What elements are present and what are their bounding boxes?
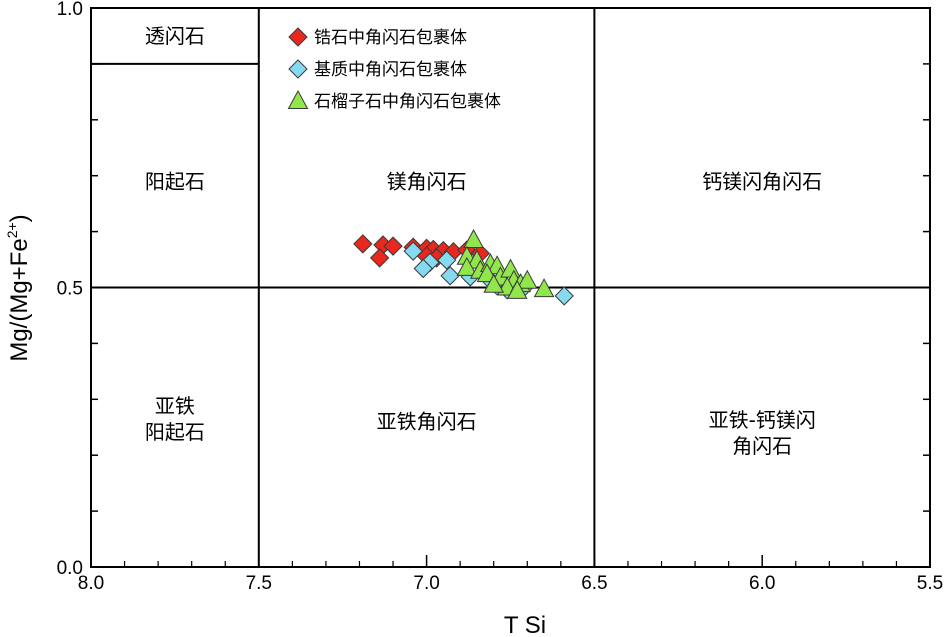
y-tick-label: 1.0: [57, 0, 83, 20]
legend-label: 锆石中角闪石包裹体: [314, 28, 467, 48]
field-label: 角闪石: [732, 434, 792, 458]
data-points: [353, 228, 574, 306]
data-point-triangle: [483, 273, 505, 293]
field-label: 亚铁角闪石: [377, 410, 477, 434]
y-tick-label: 0.5: [57, 279, 83, 300]
x-tick-label: 8.0: [78, 573, 104, 594]
legend-marker-triangle: [287, 89, 309, 109]
field-label: 镁角闪石: [387, 169, 467, 193]
field-label: 亚铁-钙镁闪: [709, 408, 816, 432]
x-tick-label: 6.5: [581, 573, 607, 594]
field-label: 透闪石: [145, 24, 205, 48]
x-tick-label: 7.5: [246, 573, 272, 594]
legend-label: 石榴子石中角闪石包裹体: [314, 92, 501, 112]
data-point-triangle: [506, 279, 528, 299]
x-tick-label: 5.5: [917, 573, 943, 594]
data-point-diamond: [413, 258, 433, 279]
data-point-triangle: [533, 278, 555, 298]
x-axis-title: T Si: [504, 612, 546, 637]
field-label: 阳起石: [145, 420, 205, 444]
field-label: 亚铁: [155, 394, 195, 418]
data-point-diamond: [554, 286, 574, 306]
x-tick-label: 6.0: [749, 573, 775, 594]
legend-label: 基质中角闪石包裹体: [314, 60, 467, 80]
series-3: [456, 228, 555, 299]
y-axis-title: Mg/(Mg+Fe2+): [4, 214, 33, 361]
axis-ticks: [90, 7, 931, 568]
x-tick-label: 7.0: [413, 573, 439, 594]
data-point-diamond: [437, 250, 457, 270]
y-axis-title-tail: ): [6, 214, 33, 222]
data-point-triangle: [456, 256, 478, 276]
y-axis-title-superscript: 2+: [4, 222, 20, 238]
data-point-diamond: [369, 248, 390, 268]
data-point-diamond: [383, 236, 403, 256]
data-point-triangle: [476, 263, 498, 283]
field-label: 钙镁闪角闪石: [702, 169, 822, 193]
data-point-diamond: [403, 241, 423, 261]
legend-marker-diamond: [288, 59, 308, 79]
legend-marker-diamond: [288, 27, 308, 47]
y-axis-title-main: Mg/(Mg+Fe: [6, 238, 33, 361]
data-point-triangle: [516, 269, 538, 289]
data-point-diamond: [440, 266, 460, 286]
y-tick-label: 0.0: [57, 558, 83, 579]
field-label: 阳起石: [145, 169, 205, 193]
data-point-diamond: [353, 234, 373, 254]
axis-tick-labels: 8.0 7.5 7.0 6.5 6.0 5.5 0.0 0.5 1.0: [57, 0, 944, 594]
data-point-triangle: [463, 228, 484, 248]
